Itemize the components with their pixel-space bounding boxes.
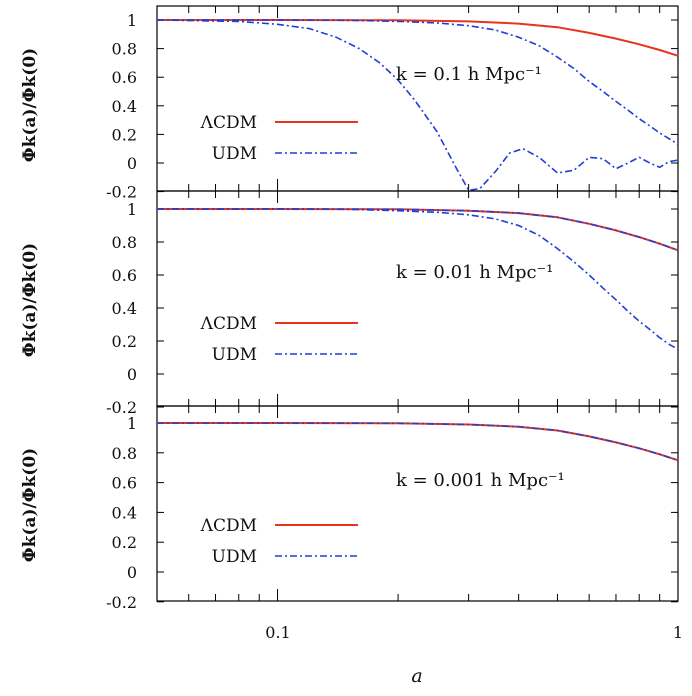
panel-2-series-lcdm-line [157,208,679,252]
y-tick-label: 0.8 [112,40,137,59]
y-tick-label: 0.8 [112,444,137,463]
y-tick-label: 0 [127,365,137,384]
y-tick-label: 0 [127,154,137,173]
panel-1-legend-label-lcdm: ΛCDM [200,113,257,133]
panel-1-y-axis-label: Φk(a)/Φk(0) [20,48,40,162]
y-tick-label: 0.2 [112,125,137,144]
panel-2-legend-label-udm: UDM [212,345,257,365]
y-tick-label: -0.2 [106,398,137,417]
panel-3-legend-label-lcdm: ΛCDM [200,516,257,536]
panel-1-annotation: k = 0.1 h Mpc⁻¹ [396,64,542,85]
y-tick-label: 0.4 [112,503,137,522]
panel-1-series-udm-line [156,19,679,191]
y-tick-label: 1 [127,414,137,433]
x-tick-label-0.1: 0.1 [265,623,290,642]
panel-2-annotation: k = 0.01 h Mpc⁻¹ [396,262,553,283]
panel-3: 1 0.8 0.6 0.4 0.2 0 -0.2 [106,405,679,612]
y-tick-label: 0.4 [112,97,137,116]
y-tick-label: 1 [127,200,137,219]
y-tick-label: -0.2 [106,183,137,202]
x-tick-label-1: 1 [673,623,683,642]
panel-1-series-lcdm-line [157,19,679,57]
panel-3-annotation: k = 0.001 h Mpc⁻¹ [396,470,565,491]
panel-2-frame [156,190,679,407]
panel-3-frame [156,405,679,602]
panel-2-series-udm-line [157,208,679,252]
panel-3-series-udm-line [157,422,679,462]
panel-3-legend-label-udm: UDM [212,547,257,567]
y-tick-label: 0.2 [112,533,137,552]
panel-2-legend-label-lcdm: ΛCDM [200,314,257,334]
y-tick-label: 0.6 [112,68,137,87]
panel-2: 1 0.8 0.6 0.4 0.2 0 -0.2 [106,190,679,417]
panel-1: 1 0.8 0.6 0.4 0.2 0 -0.2 [106,5,679,202]
y-tick-label: 0.6 [112,474,137,493]
y-tick-label: 0.6 [112,266,137,285]
x-axis-label: a [411,665,422,687]
panel-2-y-axis-label: Φk(a)/Φk(0) [20,243,40,357]
y-tick-label: -0.2 [106,593,137,612]
panel-3-series-lcdm-line [157,422,679,462]
panel-1-legend-label-udm: UDM [212,144,257,164]
y-tick-label: 1 [127,11,137,30]
y-tick-label: 0.4 [112,299,137,318]
panel-2-series-udm-line [157,208,679,350]
y-tick-label: 0 [127,563,137,582]
y-tick-label: 0.8 [112,233,137,252]
y-tick-label: 0.2 [112,332,137,351]
panel-3-y-axis-label: Φk(a)/Φk(0) [20,448,40,562]
